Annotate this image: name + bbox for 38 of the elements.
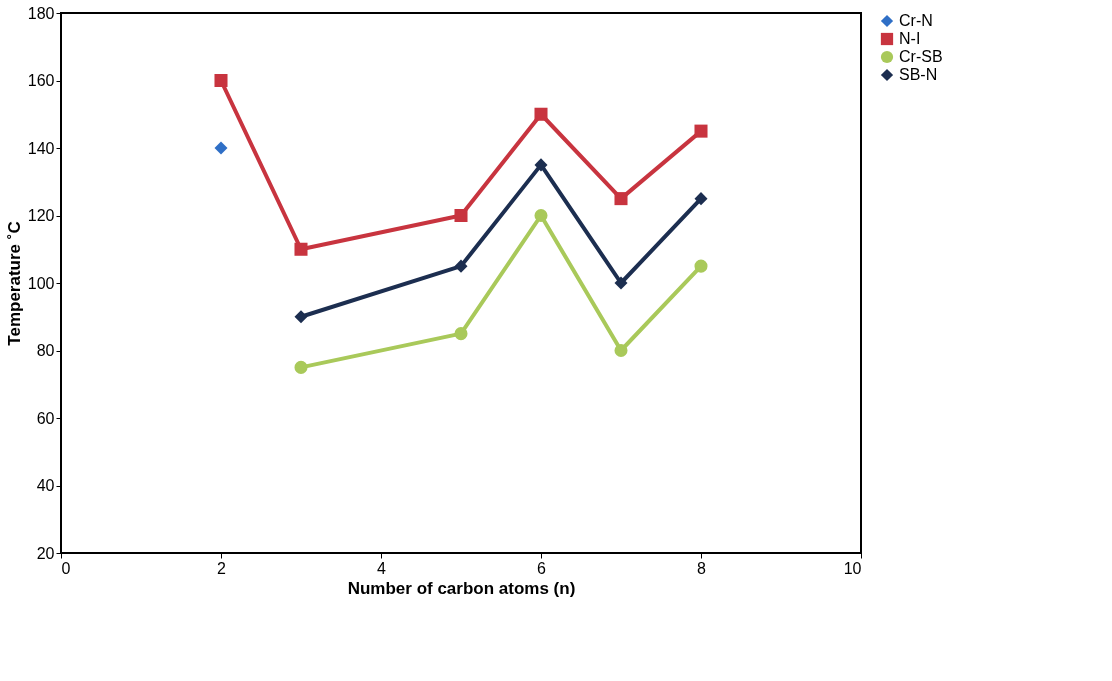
y-tick-label: 40 — [36, 477, 55, 494]
point — [694, 259, 708, 273]
x-tick-label: 2 — [217, 559, 227, 577]
point — [214, 141, 228, 155]
point — [294, 360, 308, 374]
x-axis-title: Number of carbon atoms (n) — [347, 578, 576, 598]
point — [614, 276, 628, 290]
y-axis-title: Temperature ˚C — [4, 221, 24, 346]
y-tick-label: 120 — [27, 207, 55, 224]
point — [294, 310, 308, 324]
legend-label: Cr-SB — [899, 48, 943, 65]
point — [614, 192, 628, 206]
x-tick-label: 10 — [843, 559, 862, 577]
y-tick-label: 20 — [36, 544, 55, 562]
y-tick-label: 80 — [36, 342, 55, 359]
point — [694, 124, 708, 138]
point — [454, 208, 468, 223]
y-tick-label: 140 — [27, 139, 55, 157]
point — [214, 73, 228, 88]
point — [294, 242, 308, 256]
x-tick-label: 0 — [61, 559, 71, 577]
legend-label: N-I — [899, 30, 921, 47]
y-tick-label: 180 — [27, 4, 55, 22]
legend-label: SB-N — [899, 66, 938, 83]
x-tick-label: 4 — [377, 559, 387, 577]
legend-label: Cr-N — [899, 12, 933, 29]
x-tick-label: 6 — [537, 559, 547, 577]
point — [534, 158, 548, 172]
point — [534, 107, 548, 121]
point — [454, 259, 468, 273]
point — [534, 208, 548, 223]
y-tick-label: 100 — [27, 274, 55, 292]
y-tick-label: 160 — [27, 72, 55, 89]
point — [694, 192, 708, 206]
x-tick-label: 8 — [697, 559, 707, 577]
y-tick-label: 60 — [36, 409, 55, 427]
point — [454, 327, 468, 341]
point — [614, 343, 628, 358]
